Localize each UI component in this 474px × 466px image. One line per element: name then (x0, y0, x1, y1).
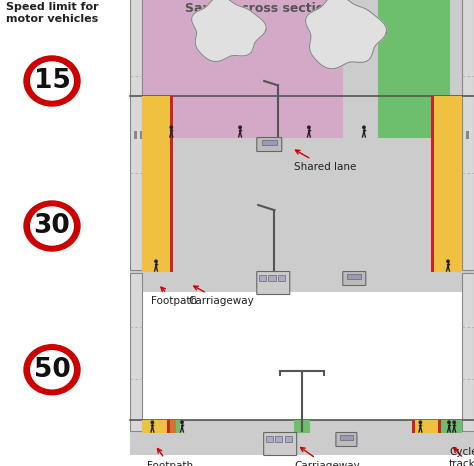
Circle shape (363, 126, 365, 129)
Ellipse shape (31, 351, 73, 389)
Bar (130, 273, 142, 431)
Bar (460, 131, 463, 139)
FancyBboxPatch shape (343, 272, 366, 286)
FancyBboxPatch shape (257, 137, 282, 151)
Text: Carriageway: Carriageway (188, 286, 254, 306)
Bar (259, 275, 266, 281)
Bar (340, 435, 353, 439)
Ellipse shape (24, 201, 80, 251)
Circle shape (308, 126, 310, 129)
Bar (294, 420, 310, 433)
Text: 15: 15 (34, 68, 71, 94)
Ellipse shape (31, 207, 73, 245)
Bar (462, 273, 474, 431)
Text: Footpath: Footpath (147, 448, 193, 466)
Polygon shape (306, 0, 387, 69)
Bar (130, 420, 474, 455)
Circle shape (170, 126, 173, 129)
Bar (275, 436, 283, 442)
Text: Shared lane: Shared lane (294, 150, 356, 172)
FancyBboxPatch shape (336, 432, 357, 446)
Bar (130, 0, 474, 158)
Text: 30: 30 (34, 213, 70, 239)
Bar (378, 0, 450, 138)
Text: Footpath: Footpath (151, 287, 197, 306)
Bar (347, 274, 361, 279)
Bar (440, 420, 462, 433)
Circle shape (419, 421, 421, 424)
Bar (130, 0, 343, 138)
Circle shape (453, 421, 456, 424)
Bar (431, 96, 434, 272)
Bar (278, 275, 285, 281)
FancyBboxPatch shape (257, 272, 290, 295)
Bar (142, 420, 168, 433)
Circle shape (239, 126, 241, 129)
Bar (412, 420, 415, 433)
Text: Cycle
track: Cycle track (449, 447, 474, 466)
Text: Sample cross section: Sample cross section (185, 2, 333, 15)
Bar (134, 131, 137, 139)
FancyBboxPatch shape (264, 432, 297, 455)
Bar (176, 420, 180, 433)
Bar (130, 0, 142, 270)
Text: 50: 50 (34, 357, 70, 383)
Bar (140, 131, 143, 139)
Circle shape (155, 260, 157, 262)
Bar (268, 275, 275, 281)
Bar (167, 420, 170, 433)
Bar (168, 420, 176, 433)
Circle shape (181, 421, 183, 424)
Bar (266, 436, 273, 442)
Bar (438, 420, 441, 433)
Ellipse shape (24, 56, 80, 106)
Bar (414, 420, 440, 433)
Bar (285, 436, 292, 442)
Polygon shape (191, 0, 266, 62)
Circle shape (151, 421, 154, 424)
Bar (466, 131, 469, 139)
Bar (434, 96, 462, 272)
Bar (170, 96, 173, 272)
Circle shape (448, 421, 450, 424)
Bar (462, 0, 474, 270)
Bar (130, 96, 474, 292)
Bar (142, 96, 170, 272)
Ellipse shape (24, 345, 80, 395)
Circle shape (447, 260, 449, 262)
Text: Carriageway: Carriageway (294, 447, 360, 466)
Bar (262, 140, 277, 144)
Text: Speed limit for
motor vehicles: Speed limit for motor vehicles (6, 2, 98, 24)
Ellipse shape (31, 62, 73, 100)
